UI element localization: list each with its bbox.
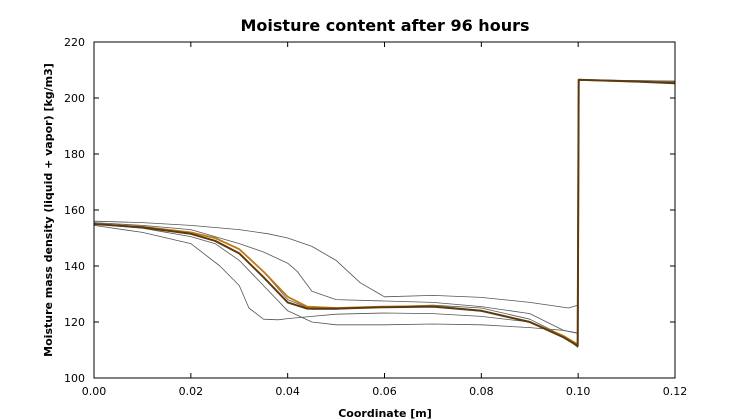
series-line-2 xyxy=(93,80,676,334)
y-tick-label: 200 xyxy=(64,92,85,105)
x-axis-label: Coordinate [m] xyxy=(338,407,432,420)
y-tick-label: 180 xyxy=(64,148,85,161)
series-line-5 xyxy=(93,79,676,334)
y-tick-label: 140 xyxy=(64,260,85,273)
series-line-6 xyxy=(93,78,676,346)
plot-series xyxy=(93,78,676,348)
x-tick-label: 0.04 xyxy=(275,385,300,398)
x-tick-label: 0.02 xyxy=(179,385,204,398)
axis-ticks: 0.00 0.02 0.04 0.06 0.08 0.10 0.12 100 120 140 160… xyxy=(64,36,687,398)
x-tick-label: 0.08 xyxy=(469,385,494,398)
series-line-7 xyxy=(93,78,676,347)
y-tick-label: 220 xyxy=(64,36,85,49)
y-tick-label: 160 xyxy=(64,204,85,217)
series-line-1 xyxy=(93,79,676,309)
x-tick-label: 0.06 xyxy=(372,385,397,398)
x-tick-label: 0.00 xyxy=(82,385,107,398)
chart-title: Moisture content after 96 hours xyxy=(241,16,530,35)
plot-frame xyxy=(93,41,676,379)
y-tick-label: 100 xyxy=(64,372,85,385)
y-axis-label: Moisture mass density (liquid + vapor) [… xyxy=(42,63,55,357)
y-tick-label: 120 xyxy=(64,316,85,329)
x-tick-label: 0.10 xyxy=(566,385,591,398)
x-tick-label: 0.12 xyxy=(663,385,688,398)
